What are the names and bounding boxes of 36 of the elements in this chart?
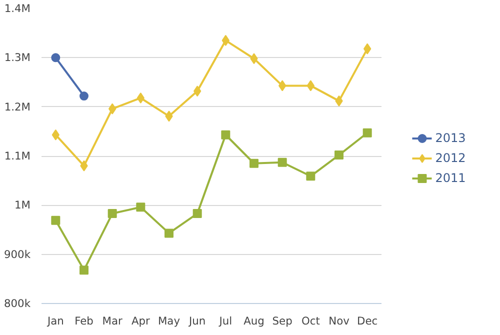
y-tick-label: 1.2M [4, 100, 31, 114]
x-tick-label: Mar [102, 314, 124, 328]
x-tick-label: Jul [218, 314, 232, 328]
legend-label: 2011 [435, 171, 466, 185]
y-tick-label: 1.3M [4, 51, 31, 64]
point [221, 130, 230, 140]
x-tick-label: Feb [74, 314, 94, 328]
point [334, 150, 344, 160]
point [80, 92, 88, 101]
y-tick-label: 900k [4, 248, 32, 261]
point [136, 202, 146, 212]
point [51, 53, 60, 62]
x-tick-label: Oct [301, 314, 320, 328]
x-tick-label: Jun [188, 314, 206, 328]
legend-label: 2012 [435, 151, 466, 165]
point [164, 228, 174, 238]
point [80, 266, 88, 275]
point [250, 158, 258, 168]
point [51, 216, 60, 225]
x-tick-label: Aug [244, 314, 264, 328]
y-tick-label: 1.4M [4, 2, 31, 15]
point [108, 209, 117, 218]
y-tick-label: 1M [14, 198, 31, 212]
point [278, 158, 287, 167]
x-tick-label: Dec [357, 314, 378, 328]
point [306, 172, 316, 181]
y-tick-label: 1.1M [4, 150, 31, 162]
point [362, 128, 372, 138]
x-tick-label: Apr [131, 314, 151, 328]
x-tick-label: May [158, 314, 180, 328]
legend-label: 2013 [435, 131, 466, 145]
x-tick-label: Sep [272, 314, 293, 328]
point [192, 209, 202, 218]
x-tick-label: Nov [328, 314, 350, 328]
x-tick-label: Jan [46, 314, 64, 328]
y-tick-label: 800k [4, 297, 32, 310]
